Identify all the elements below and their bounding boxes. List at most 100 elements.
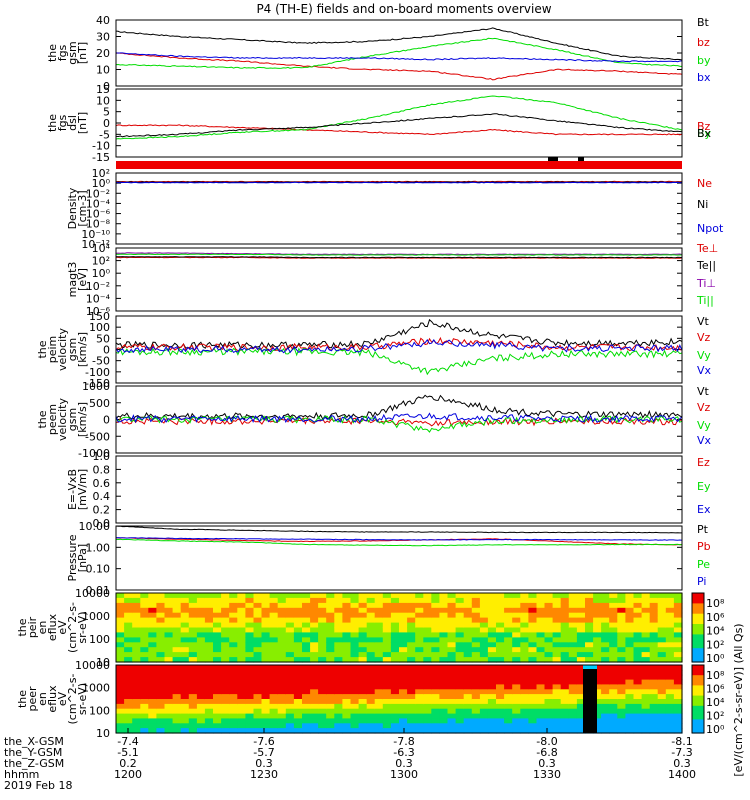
heatmap-cell (431, 627, 440, 633)
legend-Pb: Pb (697, 540, 711, 553)
heatmap-cell (601, 694, 610, 700)
y-axis-label: peer (26, 686, 39, 712)
heatmap-cell (504, 718, 513, 724)
heatmap-cell (649, 679, 659, 686)
heatmap-cell (512, 632, 521, 638)
heatmap-cell (293, 632, 303, 638)
colorbar-step (692, 644, 704, 648)
heatmap-cell (116, 657, 125, 663)
y-tick-label: 0 (103, 117, 110, 130)
heatmap-cell (641, 718, 651, 724)
heatmap-cell (358, 684, 368, 690)
heatmap-cell (196, 612, 206, 619)
heatmap-cell (504, 627, 513, 633)
heatmap-cell (124, 652, 133, 658)
heatmap-cell (326, 627, 335, 633)
heatmap-cell (358, 622, 368, 629)
heatmap-cell (221, 713, 230, 720)
heatmap-cell (188, 607, 198, 614)
heatmap-cell (487, 699, 497, 705)
heatmap-cell (536, 637, 546, 643)
heatmap-cell (536, 684, 546, 690)
heatmap-cell (568, 699, 578, 705)
heatmap-cell (213, 607, 222, 614)
footer-value: -8.1 (671, 735, 692, 748)
footer-value: 0.2 (119, 757, 137, 770)
colorbar-step (692, 673, 704, 676)
heatmap-cell (609, 607, 618, 614)
heatmap-cell (374, 703, 384, 710)
heatmap-cell (593, 607, 602, 614)
heatmap-cell (148, 689, 157, 695)
heatmap-cell (544, 593, 554, 599)
heatmap-cell (544, 669, 554, 676)
heatmap-cell (512, 607, 521, 614)
heatmap-cell (140, 718, 149, 724)
heatmap-cell (164, 694, 174, 700)
heatmap-cell (358, 713, 368, 720)
heatmap-cell (374, 669, 384, 676)
heatmap-cell (423, 679, 432, 686)
heatmap-cell (544, 665, 554, 671)
heatmap-cell (382, 703, 392, 710)
heatmap-cell (342, 723, 352, 729)
panel-frame (115, 88, 683, 158)
y-tick-label: 0.0 (93, 517, 111, 530)
heatmap-cell (471, 684, 481, 690)
heatmap-cell (496, 637, 505, 643)
heatmap-cell (302, 689, 311, 695)
heatmap-cell (221, 665, 230, 671)
heatmap-cell (334, 665, 343, 671)
heatmap-cell (423, 694, 432, 700)
panel-peem_velocity: 10005000-500-1000thepeemvelocitygsm[km/s… (36, 380, 712, 460)
heatmap-cell (463, 652, 473, 658)
heatmap-cell (471, 674, 481, 681)
y-tick-label: -500 (85, 430, 110, 443)
heatmap-cell (528, 713, 538, 720)
heatmap-cell (382, 679, 392, 686)
heatmap-cell (665, 669, 675, 676)
heatmap-cell (625, 728, 635, 734)
heatmap-cell (633, 684, 643, 690)
heatmap-cell (374, 637, 384, 643)
heatmap-cell (447, 694, 457, 700)
heatmap-cell (366, 632, 376, 638)
heatmap-cell (471, 637, 481, 643)
heatmap-cell (399, 669, 408, 676)
heatmap-cell (576, 674, 586, 681)
legend-Vz: Vz (697, 401, 711, 414)
y-tick-label: 500 (89, 397, 110, 410)
heatmap-cell (431, 622, 440, 629)
heatmap-cell (277, 652, 287, 658)
heatmap-cell (366, 689, 376, 695)
heatmap-cell (204, 612, 214, 619)
heatmap-cell (358, 669, 368, 676)
y-tick-label: 1.00 (86, 541, 111, 554)
heatmap-cell (512, 708, 521, 715)
heatmap-cell (463, 647, 473, 653)
heatmap-cell (479, 723, 489, 729)
heatmap-cell (148, 622, 157, 629)
heatmap-cell (293, 652, 303, 658)
heatmap-cell (342, 593, 352, 599)
heatmap-cell (229, 602, 238, 609)
heatmap-cell (455, 713, 465, 720)
colorbar-step (692, 653, 704, 656)
heatmap-cell (593, 728, 602, 734)
heatmap-cell (269, 622, 279, 629)
y-tick-label: 50 (96, 332, 110, 345)
heatmap-cell (399, 684, 408, 690)
heatmap-cell (277, 708, 287, 715)
heatmap-cell (350, 723, 360, 729)
heatmap-cell (585, 602, 594, 609)
heatmap-cell (496, 607, 505, 614)
heatmap-cell (188, 689, 198, 695)
heatmap-cell (625, 597, 635, 604)
heatmap-cell (415, 713, 424, 720)
heatmap-cell (148, 679, 157, 686)
heatmap-cell (407, 718, 416, 724)
heatmap-cell (673, 627, 683, 633)
heatmap-cell (366, 642, 376, 648)
